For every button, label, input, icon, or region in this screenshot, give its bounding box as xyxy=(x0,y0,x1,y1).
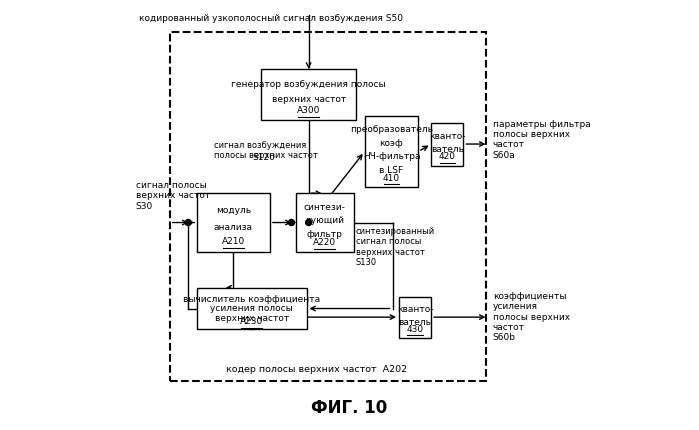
Text: верхних частот: верхних частот xyxy=(215,314,289,323)
FancyBboxPatch shape xyxy=(261,69,356,120)
Text: вычислитель коэффициента: вычислитель коэффициента xyxy=(183,295,320,304)
Text: синтезированный
сигнал полосы
верхних частот
S130: синтезированный сигнал полосы верхних ча… xyxy=(356,227,435,267)
Text: ватель: ватель xyxy=(431,145,464,154)
Text: коэф: коэф xyxy=(380,139,403,148)
Text: кодер полосы верхних частот  А202: кодер полосы верхних частот А202 xyxy=(226,365,408,374)
FancyBboxPatch shape xyxy=(365,116,418,187)
Text: НЧ-фильтра: НЧ-фильтра xyxy=(363,152,420,161)
Text: генератор возбуждения полосы: генератор возбуждения полосы xyxy=(231,80,386,89)
Text: A210: A210 xyxy=(222,237,245,246)
Text: сигнал полосы
верхних частот
S30: сигнал полосы верхних частот S30 xyxy=(136,181,210,211)
Text: преобразователь: преобразователь xyxy=(350,126,433,135)
Text: сигнал возбуждения
полосы верхних частот: сигнал возбуждения полосы верхних частот xyxy=(214,141,318,160)
Text: 410: 410 xyxy=(383,174,400,183)
Circle shape xyxy=(185,220,192,225)
Text: в LSF: в LSF xyxy=(380,166,403,175)
Circle shape xyxy=(289,220,294,225)
Text: фильтр: фильтр xyxy=(307,230,343,239)
Text: S120: S120 xyxy=(253,153,275,162)
Text: модуль: модуль xyxy=(216,206,251,215)
Text: усиления полосы: усиления полосы xyxy=(210,304,293,313)
FancyBboxPatch shape xyxy=(296,194,354,252)
Text: кванто-: кванто- xyxy=(429,132,466,141)
Text: кванто-: кванто- xyxy=(397,305,433,314)
FancyBboxPatch shape xyxy=(431,123,463,166)
Text: рующий: рующий xyxy=(305,216,345,225)
Text: ФИГ. 10: ФИГ. 10 xyxy=(311,399,388,417)
Text: синтези-: синтези- xyxy=(304,203,346,212)
Circle shape xyxy=(305,220,312,225)
Text: 420: 420 xyxy=(439,152,456,161)
Text: A220: A220 xyxy=(313,238,336,247)
FancyBboxPatch shape xyxy=(197,288,306,329)
FancyBboxPatch shape xyxy=(197,194,270,252)
Text: верхних частот: верхних частот xyxy=(271,95,346,104)
Text: 430: 430 xyxy=(407,325,424,334)
Text: A300: A300 xyxy=(297,106,320,115)
Text: A230: A230 xyxy=(240,317,264,326)
Text: параметры фильтра
полосы верхних
частот
S60a: параметры фильтра полосы верхних частот … xyxy=(493,120,591,160)
FancyBboxPatch shape xyxy=(399,297,431,338)
Text: коэффициенты
усиления
полосы верхних
частот
S60b: коэффициенты усиления полосы верхних час… xyxy=(493,292,570,342)
Text: ватель: ватель xyxy=(398,318,431,327)
Text: анализа: анализа xyxy=(214,224,253,232)
Text: кодированный узкополосный сигнал возбуждения S50: кодированный узкополосный сигнал возбужд… xyxy=(139,14,403,23)
